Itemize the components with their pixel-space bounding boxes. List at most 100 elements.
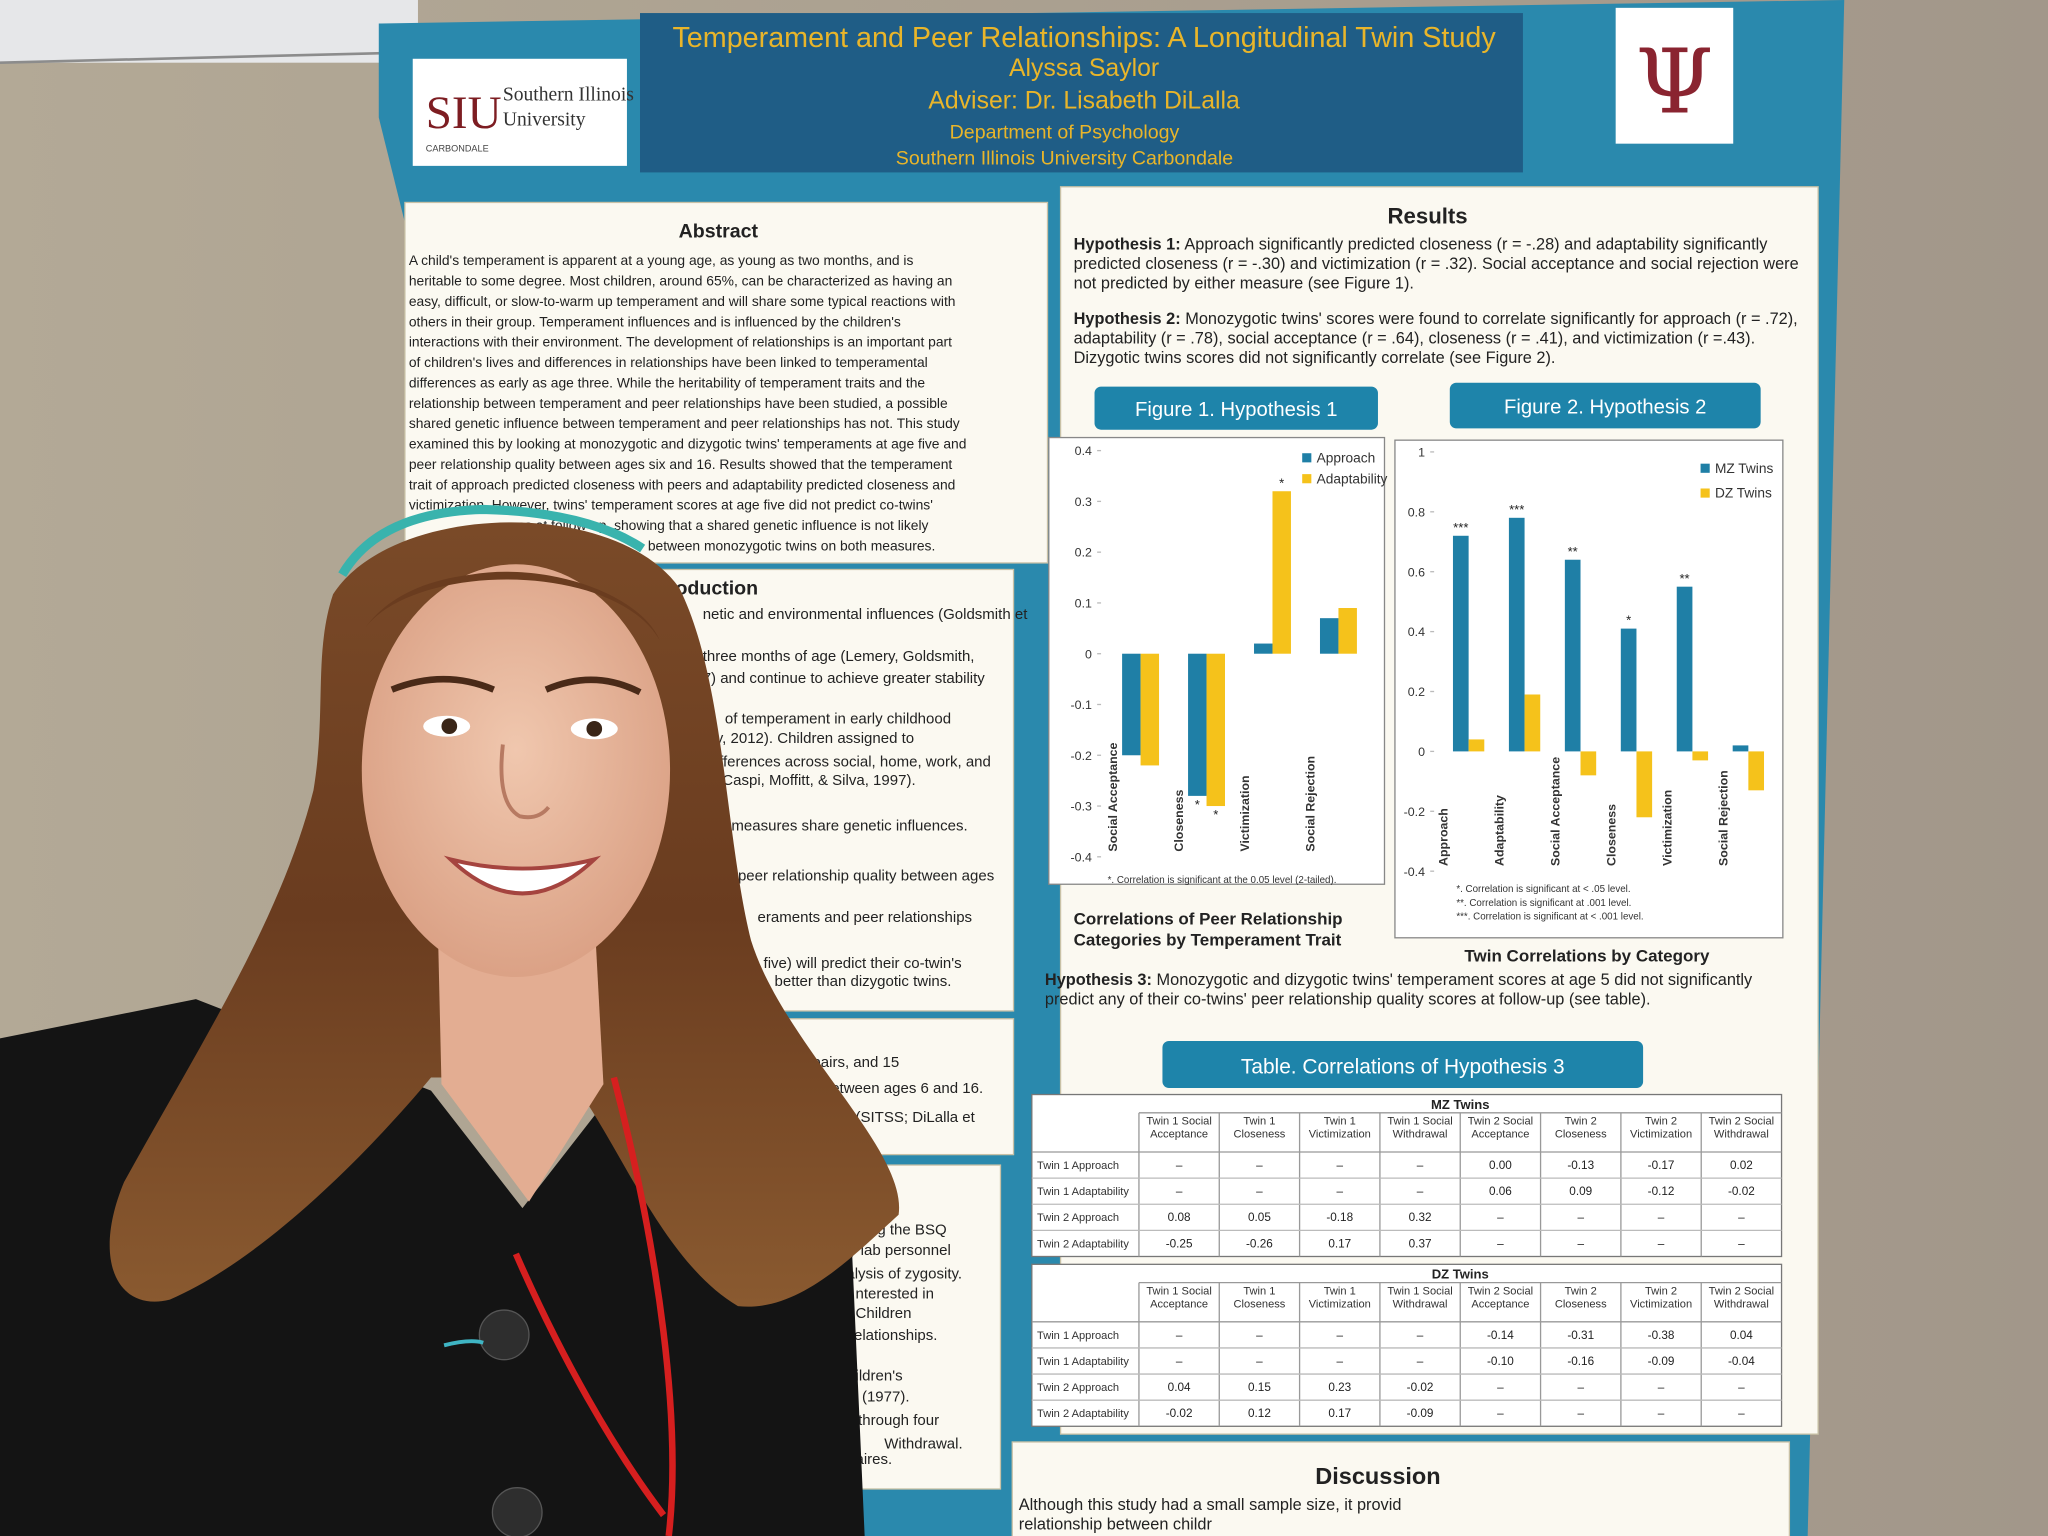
table-column-header: Twin 1 Victimization — [1308, 1114, 1371, 1141]
bar — [1676, 586, 1693, 752]
chart-note: **. Correlation is significant at .001 l… — [1456, 898, 1631, 909]
measures-line: s (1977). — [850, 1388, 909, 1405]
table-column-header: Twin 1 Social Acceptance — [1146, 1114, 1212, 1141]
bar — [1206, 653, 1225, 807]
table-column-header-box: Twin 1 Closeness — [1233, 1114, 1286, 1141]
bar — [1620, 628, 1637, 752]
table-row-label: Twin 2 Approach — [1037, 1382, 1119, 1394]
category-label: Victimization — [1238, 775, 1252, 851]
table-cell: – — [1497, 1407, 1504, 1420]
table-column-header-box: Twin 1 Social Acceptance — [1146, 1114, 1212, 1141]
legend-swatch — [1302, 474, 1312, 484]
measures-line: through four — [858, 1412, 939, 1429]
table-cell: -0.10 — [1487, 1355, 1514, 1368]
significance-label: * — [1213, 807, 1218, 822]
hypothesis-1-text: Hypothesis 1: Approach significantly pre… — [1074, 235, 1808, 294]
abstract-line: of children's lives and differences in r… — [409, 354, 928, 370]
measures-line: Withdrawal. — [884, 1435, 962, 1452]
table-column-header-box: Twin 1 Social Acceptance — [1146, 1284, 1211, 1310]
table-cell: – — [1336, 1159, 1343, 1172]
y-tick-label: 0.6 — [1408, 565, 1425, 579]
siu-campus: CARBONDALE — [426, 144, 489, 154]
introduction-line: 7) and continue to achieve greater stabi… — [703, 670, 986, 687]
table-cell: 0.32 — [1409, 1211, 1432, 1224]
table-cell: – — [1658, 1237, 1665, 1250]
table-column-header-box: Twin 1 Social Withdrawal — [1387, 1114, 1453, 1141]
table-column-header-box: Twin 2 Closeness — [1554, 1283, 1607, 1311]
category-label: Victimization — [1661, 790, 1675, 866]
abstract-panel — [404, 201, 1049, 564]
measures-line: nterested in — [856, 1285, 934, 1302]
button — [478, 1309, 530, 1361]
measures-line: Children — [856, 1305, 912, 1322]
bar — [1188, 653, 1207, 796]
department: Department of Psychology — [950, 121, 1180, 143]
abstract-line: examined this by looking at monozygotic … — [409, 436, 967, 452]
bar — [1524, 694, 1541, 752]
legend-swatch — [1700, 463, 1710, 473]
table-column-header: Twin 1 Social Withdrawal — [1387, 1114, 1453, 1141]
introduction-line: y, 2012). Children assigned to — [716, 730, 914, 747]
abstract-heading: Abstract — [679, 221, 759, 243]
hypothesis-label: Hypothesis 1: — [1073, 235, 1181, 254]
bar — [1452, 535, 1469, 752]
table-column-header-box: Twin 1 Victimization — [1308, 1114, 1371, 1141]
siu-name: University — [503, 109, 586, 130]
category-label: Social Rejection — [1716, 770, 1730, 866]
table-column-header-box: Twin 2 Social Acceptance — [1468, 1284, 1533, 1310]
table-column-header-box: Twin 1 Closeness — [1234, 1284, 1286, 1310]
y-tick-label: 0.2 — [1075, 546, 1092, 560]
legend-label: Approach — [1317, 450, 1376, 465]
adviser: Adviser: Dr. Lisabeth DiLalla — [928, 87, 1240, 114]
chart-caption: Twin Correlations by Category — [1464, 945, 1710, 966]
table-cell: – — [1417, 1355, 1424, 1368]
whiteboard-edge — [0, 0, 418, 63]
discussion-line: Although this study had a small sample s… — [1019, 1496, 1402, 1514]
siu-name: Southern Illinois — [503, 85, 634, 106]
hypothesis-1: Hypothesis 1: Approach significantly pre… — [1074, 235, 1808, 294]
table-cell: -0.31 — [1567, 1329, 1594, 1342]
table-cell: -0.16 — [1567, 1355, 1594, 1368]
table-cell: – — [1336, 1355, 1343, 1368]
table-cell: – — [1658, 1381, 1665, 1394]
bar — [1272, 491, 1291, 654]
y-tick-label: 0.8 — [1408, 505, 1425, 519]
legend-label: DZ Twins — [1715, 486, 1772, 501]
chart-note: *. Correlation is significant at the 0.0… — [1108, 875, 1337, 886]
table-cell: – — [1577, 1237, 1584, 1250]
significance-label: * — [1195, 797, 1200, 812]
table-cell: – — [1417, 1329, 1424, 1342]
table-cell: -0.04 — [1728, 1355, 1755, 1368]
table-column-header: Twin 1 Closeness — [1233, 1114, 1286, 1141]
figure-header-text: Figure 1. Hypothesis 1 — [1135, 399, 1337, 421]
face — [361, 564, 671, 977]
figure-header — [1094, 386, 1378, 430]
button — [491, 1487, 543, 1536]
table-column-header-box: Twin 1 Victimization — [1309, 1284, 1371, 1310]
table-column-header: Twin 2 Closeness — [1554, 1283, 1607, 1311]
table-cell: – — [1336, 1185, 1343, 1198]
table-cell: -0.02 — [1407, 1381, 1434, 1394]
bar — [1468, 739, 1485, 752]
psi-logo — [1615, 7, 1734, 144]
table-cell: – — [1336, 1329, 1343, 1342]
table-cell: -0.38 — [1648, 1329, 1675, 1342]
table-cell: -0.12 — [1648, 1185, 1675, 1198]
abstract-line: relationship between temperament and pee… — [409, 395, 948, 411]
significance-label: * — [1279, 475, 1284, 490]
table-column-header: Twin 2 Social Acceptance — [1467, 1114, 1534, 1141]
table-cell: 0.17 — [1328, 1407, 1351, 1420]
introduction-line: better than dizygotic twins. — [775, 973, 952, 990]
table-cell: 0.02 — [1730, 1159, 1753, 1172]
siu-mark: SIU — [426, 87, 502, 139]
table-column-header: Twin 2 Victimization — [1630, 1114, 1693, 1141]
introduction-line: peer relationship quality between ages — [738, 867, 994, 884]
discussion-line: relationship between childr — [1019, 1515, 1213, 1533]
hypothesis-2-text: Hypothesis 2: Monozygotic twins' scores … — [1074, 310, 1808, 369]
y-tick-label: 0.4 — [1075, 444, 1092, 458]
table-column-header: Twin 2 Closeness — [1554, 1114, 1607, 1141]
table-cell: -0.02 — [1166, 1407, 1193, 1420]
significance-label: ** — [1568, 544, 1578, 559]
